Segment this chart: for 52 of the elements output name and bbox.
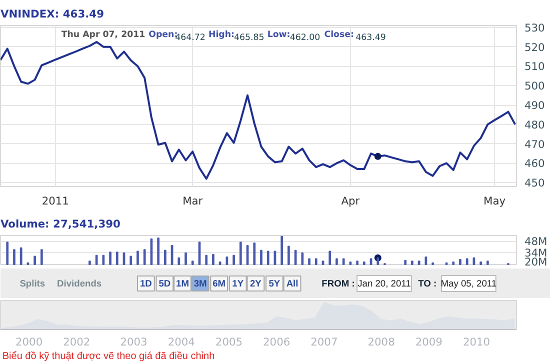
x-tick-label: 2004 [168, 336, 196, 348]
chart-title: Volume: 27,541,390 [0, 218, 120, 230]
y-tick-label: 500 [524, 80, 546, 93]
x-tick-label: 2006 [263, 336, 290, 348]
y-tick-label: 460 [524, 157, 546, 170]
chart-title: VNINDEX: 463.49 [0, 8, 104, 20]
y-tick-label: 480 [524, 118, 546, 132]
annotation: High: [208, 30, 235, 40]
annotation: Low: [267, 30, 290, 40]
x-tick-label: 2007 [310, 336, 338, 348]
annotation: 463.49 [356, 32, 386, 43]
x-tick-label: 2005 [215, 336, 243, 348]
x-tick-label: 2000 [16, 336, 43, 348]
x-tick-label: May [484, 194, 506, 208]
y-tick-label: 520 [524, 40, 546, 54]
y-tick-label: 470 [524, 138, 546, 151]
text: 2Y [250, 278, 262, 288]
x-tick-label: Mar [182, 194, 204, 208]
annotation: Close: [324, 30, 354, 40]
text: May 05, 2011 [440, 278, 497, 288]
annotation: 465.85 [234, 32, 264, 43]
y-tick-label: 490 [524, 99, 546, 112]
x-tick-label: 2008 [368, 336, 396, 348]
annotation: 462.00 [290, 32, 320, 43]
text: 1D [140, 278, 152, 288]
y-tick-label: 510 [524, 60, 546, 74]
x-tick-label: 2003 [120, 336, 148, 348]
text: 1M [176, 278, 190, 288]
text: TO : [418, 278, 437, 288]
text: Jan 20, 2011 [358, 278, 411, 288]
text: 5Y [268, 278, 281, 288]
x-tick-label: 2011 [42, 194, 69, 208]
x-tick-label: 2002 [63, 336, 90, 348]
text: 5D [158, 278, 171, 288]
text: FROM : [322, 278, 355, 288]
x-tick-label: 2010 [462, 336, 490, 348]
annotation: Thu Apr 07, 2011 [61, 30, 146, 40]
text: 6M [212, 278, 226, 288]
text: 3M [194, 278, 208, 288]
text: All [286, 278, 298, 288]
y-tick-label: 530 [524, 21, 546, 34]
x-tick-label: 2009 [415, 336, 443, 348]
text: Dividends [57, 278, 102, 288]
y-tick-label: 20M [524, 256, 548, 268]
x-tick-label: Apr [341, 194, 360, 208]
text: Biểu đồ kỹ thuật được vẽ theo giá đã điều chỉnh [2, 350, 215, 362]
y-tick-label: 48M [524, 234, 548, 248]
y-tick-label: 450 [524, 176, 546, 190]
annotation: Open: [148, 30, 178, 40]
line-series [0, 40, 516, 180]
text: 1Y [232, 278, 244, 288]
text: Splits [20, 278, 46, 288]
